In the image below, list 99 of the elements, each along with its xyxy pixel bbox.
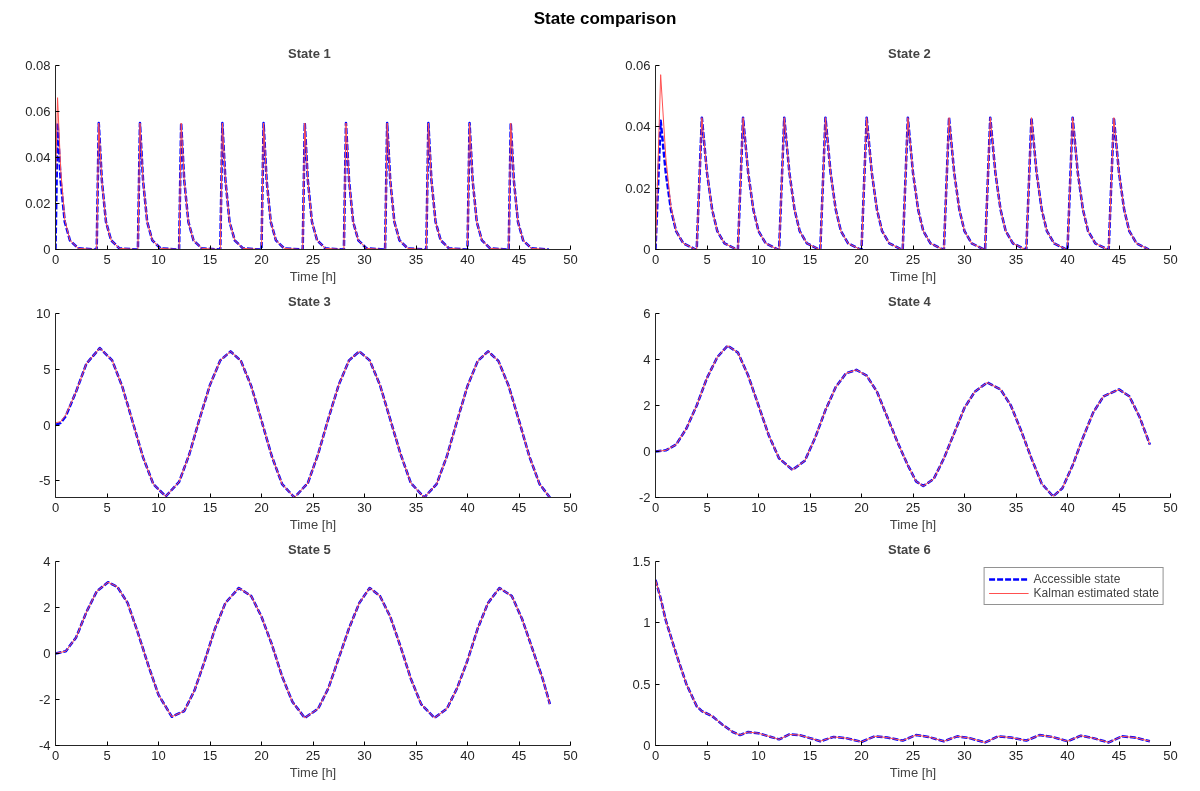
x-tick-label: 5: [103, 747, 111, 763]
x-tick-label: 30: [357, 747, 372, 763]
x-tick-label: 25: [305, 747, 321, 763]
x-tick-label: 15: [802, 747, 818, 763]
x-tick-label: 35: [408, 251, 424, 267]
x-tick-label: 10: [151, 499, 166, 515]
y-tick-label: 4: [43, 554, 51, 569]
x-tick-label: 25: [305, 499, 321, 515]
x-tick-label: 15: [202, 499, 218, 515]
y-tick-label: 0.06: [25, 104, 51, 119]
x-tick-label: 15: [202, 747, 218, 763]
x-axis-title: Time [h]: [889, 516, 937, 532]
x-tick-label: 50: [1163, 251, 1178, 267]
x-tick-label: 40: [1060, 747, 1075, 763]
y-tick-label: 0: [43, 646, 51, 661]
x-tick-label: 25: [905, 499, 921, 515]
x-tick-label: 5: [703, 747, 711, 763]
chart-title: State 3: [288, 293, 331, 309]
y-tick-label: 0.08: [25, 58, 51, 73]
x-tick-label: 40: [460, 747, 475, 763]
y-tick-label: 0: [43, 417, 51, 433]
x-axis-title: Time [h]: [889, 764, 937, 780]
x-tick-label: 40: [1060, 251, 1075, 267]
x-tick-label: 20: [254, 251, 269, 267]
x-tick-label: 25: [305, 251, 321, 267]
x-tick-label: 35: [1008, 251, 1024, 267]
x-tick-label: 50: [563, 747, 578, 763]
x-tick-label: 45: [511, 251, 527, 267]
x-tick-label: 25: [905, 251, 921, 267]
x-tick-label: 50: [563, 499, 578, 515]
x-tick-label: 5: [703, 251, 711, 267]
x-axis-title: Time [h]: [289, 268, 337, 284]
x-axis-title: Time [h]: [889, 268, 937, 284]
x-axis-title: Time [h]: [289, 764, 337, 780]
x-tick-label: 15: [802, 499, 818, 515]
chart-title: State 6: [888, 541, 931, 557]
x-tick-label: 45: [511, 499, 527, 515]
x-tick-label: 25: [905, 747, 921, 763]
x-tick-label: 30: [957, 251, 972, 267]
legend-label: Accessible state: [1033, 572, 1121, 586]
y-tick-label: 0.04: [25, 150, 51, 165]
x-tick-label: 35: [1008, 747, 1024, 763]
y-tick-label: 5: [43, 361, 51, 377]
y-tick-label: 4: [643, 352, 651, 367]
x-tick-label: 45: [1111, 747, 1127, 763]
text: State comparison: [533, 8, 677, 30]
x-tick-label: 40: [1060, 499, 1075, 515]
x-tick-label: 5: [103, 499, 111, 515]
x-tick-label: 35: [408, 499, 424, 515]
x-tick-label: 10: [751, 747, 766, 763]
y-tick-label: 2: [43, 600, 51, 615]
y-tick-label: -4: [38, 738, 51, 753]
chart-title: State 2: [888, 45, 931, 61]
chart-title: State 5: [288, 541, 331, 557]
y-tick-label: 0.5: [632, 676, 651, 692]
y-tick-label: -2: [638, 490, 651, 505]
x-tick-label: 15: [802, 251, 818, 267]
x-tick-label: 40: [460, 499, 475, 515]
y-tick-label: 0: [643, 444, 651, 459]
x-tick-label: 20: [254, 747, 269, 763]
x-tick-label: 20: [254, 499, 269, 515]
x-tick-label: 15: [202, 251, 218, 267]
y-tick-label: -2: [38, 692, 51, 707]
x-tick-label: 10: [751, 251, 766, 267]
x-tick-label: 10: [151, 747, 166, 763]
x-tick-label: 40: [460, 251, 475, 267]
x-tick-label: 50: [1163, 747, 1178, 763]
x-tick-label: 5: [103, 251, 111, 267]
y-tick-label: 1: [643, 615, 651, 631]
x-tick-label: 35: [408, 747, 424, 763]
y-tick-label: 6: [643, 306, 651, 321]
x-axis-title: Time [h]: [289, 516, 337, 532]
x-tick-label: 50: [563, 251, 578, 267]
x-tick-label: 10: [151, 251, 166, 267]
chart-title: State 4: [888, 293, 932, 309]
legend-label: Kalman estimated state: [1033, 586, 1159, 600]
x-tick-label: 45: [1111, 251, 1127, 267]
chart-title: State 1: [288, 45, 331, 61]
y-tick-label: 0.02: [625, 180, 651, 196]
y-tick-label: 0.06: [625, 58, 651, 73]
y-tick-label: 0.04: [625, 119, 651, 135]
x-tick-label: 30: [957, 499, 972, 515]
x-tick-label: 30: [957, 747, 972, 763]
x-tick-label: 20: [854, 747, 869, 763]
x-tick-label: 45: [1111, 499, 1127, 515]
x-tick-label: 20: [854, 251, 869, 267]
y-tick-label: 1.5: [632, 554, 651, 569]
x-tick-label: 50: [1163, 499, 1178, 515]
x-tick-label: 30: [357, 499, 372, 515]
x-tick-label: 35: [1008, 499, 1024, 515]
y-tick-label: 2: [643, 398, 651, 413]
x-tick-label: 10: [751, 499, 766, 515]
x-tick-label: 30: [357, 251, 372, 267]
x-tick-label: 45: [511, 747, 527, 763]
x-tick-label: 5: [703, 499, 711, 515]
y-tick-label: 10: [36, 306, 51, 321]
x-tick-label: 20: [854, 499, 869, 515]
y-tick-label: -5: [38, 473, 51, 489]
y-tick-label: 0.02: [25, 196, 51, 211]
